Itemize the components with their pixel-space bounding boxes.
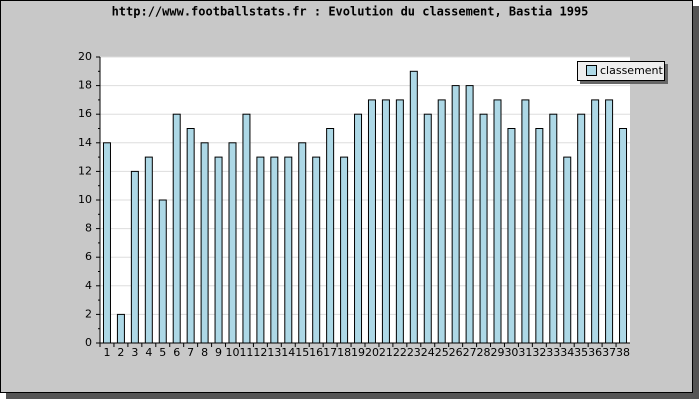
bar	[298, 142, 307, 344]
bar	[591, 99, 600, 344]
x-tick-label: 10	[226, 346, 240, 359]
bar	[563, 156, 572, 344]
x-tick-label: 2	[117, 346, 124, 359]
x-tick-label: 37	[602, 346, 616, 359]
x-tick-label: 19	[351, 346, 365, 359]
x-tick-label: 7	[187, 346, 194, 359]
bar	[465, 85, 474, 344]
x-tick-label: 34	[560, 346, 574, 359]
legend-swatch	[586, 65, 597, 76]
bar	[326, 128, 335, 344]
bar	[507, 128, 516, 344]
bar	[437, 99, 446, 344]
chart-title: http://www.footballstats.fr : Evolution …	[112, 5, 589, 19]
x-tick-label: 22	[393, 346, 407, 359]
bar	[256, 156, 265, 344]
bar	[549, 113, 558, 344]
bar	[381, 99, 390, 344]
x-tick-label: 6	[173, 346, 180, 359]
y-tick-label: 8	[85, 222, 92, 235]
y-tick-label: 18	[78, 79, 92, 92]
y-tick-label: 20	[78, 50, 92, 63]
bar	[158, 199, 167, 344]
x-tick-label: 13	[267, 346, 281, 359]
y-tick-label: 0	[85, 336, 92, 349]
x-tick-label: 28	[477, 346, 491, 359]
bar	[340, 156, 349, 344]
bar	[395, 99, 404, 344]
bar	[186, 128, 195, 344]
x-tick-label: 32	[532, 346, 546, 359]
bar	[102, 142, 111, 344]
bar	[116, 313, 125, 344]
y-tick-label: 10	[78, 193, 92, 206]
bar	[423, 113, 432, 344]
legend-box	[577, 61, 665, 81]
x-tick-label: 14	[281, 346, 295, 359]
legend-label: classement	[600, 64, 664, 77]
x-tick-label: 30	[504, 346, 518, 359]
bar	[354, 113, 363, 344]
x-tick-label: 20	[365, 346, 379, 359]
bar	[144, 156, 153, 344]
bar	[493, 99, 502, 344]
x-tick-label: 31	[518, 346, 532, 359]
bar	[172, 113, 181, 344]
x-tick-label: 21	[379, 346, 393, 359]
x-tick-label: 25	[435, 346, 449, 359]
y-tick-label: 2	[85, 307, 92, 320]
y-tick-label: 14	[78, 136, 92, 149]
x-tick-label: 33	[546, 346, 560, 359]
bar	[200, 142, 209, 344]
x-tick-label: 8	[201, 346, 208, 359]
x-tick-label: 1	[103, 346, 110, 359]
x-tick-label: 5	[159, 346, 166, 359]
y-tick-label: 6	[85, 250, 92, 263]
bar	[367, 99, 376, 344]
x-tick-label: 27	[463, 346, 477, 359]
bar	[130, 170, 139, 344]
x-tick-label: 18	[337, 346, 351, 359]
bar	[270, 156, 279, 344]
bar	[312, 156, 321, 344]
bar	[242, 113, 251, 344]
x-tick-label: 36	[588, 346, 602, 359]
x-tick-label: 12	[253, 346, 267, 359]
bar	[605, 99, 614, 344]
bar	[284, 156, 293, 344]
x-tick-label: 29	[491, 346, 505, 359]
bar	[228, 142, 237, 344]
bar	[409, 70, 418, 344]
x-tick-label: 4	[145, 346, 152, 359]
bar	[535, 128, 544, 344]
x-tick-label: 15	[295, 346, 309, 359]
bar	[577, 113, 586, 344]
y-tick-label: 12	[78, 164, 92, 177]
bar	[451, 85, 460, 344]
x-tick-label: 11	[239, 346, 253, 359]
bar	[479, 113, 488, 344]
y-tick-label: 4	[85, 279, 92, 292]
x-tick-label: 3	[131, 346, 138, 359]
x-tick-label: 17	[323, 346, 337, 359]
bar	[619, 128, 628, 344]
x-tick-label: 38	[616, 346, 630, 359]
x-tick-label: 24	[421, 346, 435, 359]
y-tick-label: 16	[78, 107, 92, 120]
x-tick-label: 16	[309, 346, 323, 359]
x-tick-label: 26	[449, 346, 463, 359]
bar	[214, 156, 223, 344]
x-tick-label: 9	[215, 346, 222, 359]
x-tick-label: 23	[407, 346, 421, 359]
x-tick-label: 35	[574, 346, 588, 359]
bar	[521, 99, 530, 344]
